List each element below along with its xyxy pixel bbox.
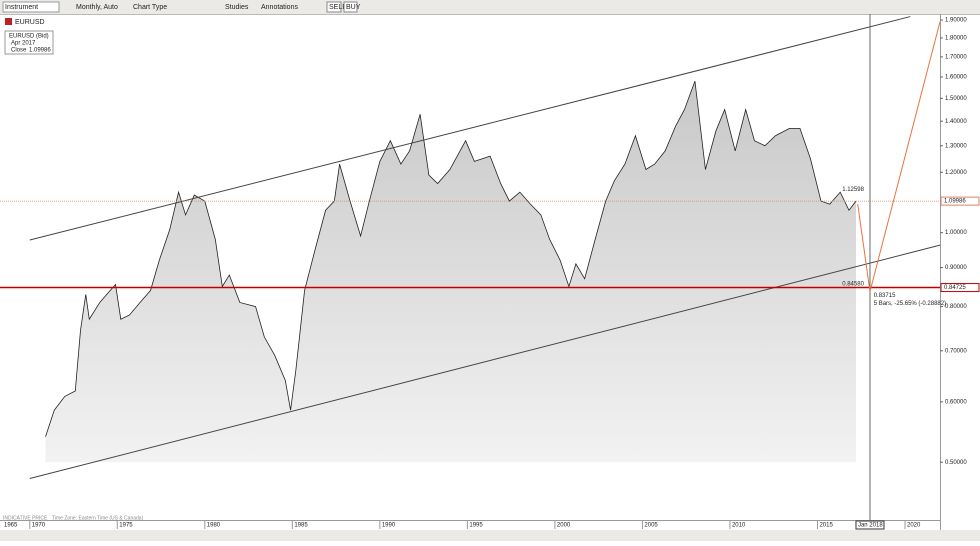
- x-tick-label: 2015: [819, 523, 833, 529]
- support-line-tag: 0.84725: [944, 285, 966, 291]
- channel-lower: [29, 244, 941, 480]
- x-tick-label: 2020: [907, 523, 921, 529]
- y-tick-label: 1.30000: [945, 143, 967, 149]
- info-box: EURUSD (Bid) Apr 2017 Close 1.09986: [4, 30, 54, 55]
- instrument-input[interactable]: [2, 1, 60, 13]
- area-fill: [45, 81, 856, 463]
- price-type: INDICATIVE PRICE: [3, 515, 48, 521]
- x-start-label: 1965: [4, 523, 18, 529]
- y-tick-label: 1.00000: [945, 230, 967, 236]
- toolbar: Instrument Monthly, Auto Chart Type Stud…: [0, 0, 980, 26]
- period-menu[interactable]: Monthly, Auto: [76, 4, 118, 11]
- annotation: 0.84580: [842, 282, 864, 288]
- chart-type-menu[interactable]: Chart Type: [133, 4, 167, 11]
- symbol-icon: [5, 18, 12, 25]
- y-axis-border: [940, 14, 941, 530]
- channel-upper: [29, 16, 911, 241]
- support-line-tag-bg: [940, 283, 980, 293]
- info-box-frame: [4, 30, 54, 55]
- x-tick-label: 2010: [732, 523, 746, 529]
- y-tick-label: 1.50000: [945, 96, 967, 102]
- info-close-label: Close: [11, 48, 27, 54]
- y-tick-label: 1.20000: [945, 170, 967, 176]
- annotation: 5 Bars, -25.65% (-0.28882): [874, 301, 946, 307]
- marker-tag-bg: [855, 520, 885, 530]
- info-date: Apr 2017: [11, 41, 36, 47]
- y-tick-label: 1.40000: [945, 119, 967, 125]
- symbol-tab[interactable]: EURUSD: [15, 19, 45, 26]
- x-tick-label: 2005: [644, 523, 658, 529]
- annotation: 1.12598: [842, 187, 864, 193]
- toolbar-bg: [0, 0, 980, 14]
- x-tick-label: 1980: [207, 523, 221, 529]
- instrument-placeholder: Instrument: [5, 4, 38, 11]
- y-tick-label: 0.50000: [945, 460, 967, 466]
- buy-label: BUY: [346, 4, 361, 11]
- y-tick-label: 0.70000: [945, 348, 967, 354]
- price-line: [45, 80, 857, 437]
- studies-menu[interactable]: Studies: [225, 4, 249, 11]
- x-tick-label: 2000: [557, 523, 571, 529]
- x-axis-border: [0, 520, 940, 521]
- x-tick-label: 1975: [119, 523, 133, 529]
- buy-button[interactable]: [343, 1, 358, 13]
- x-tick-label: 1985: [294, 523, 308, 529]
- x-tick-label: 1995: [469, 523, 483, 529]
- y-tick-label: 0.60000: [945, 399, 967, 405]
- annotation: 0.83715: [874, 293, 896, 299]
- time-zone: Time Zone: Eastern Time (US & Canada): [52, 515, 144, 521]
- x-tick-label: 1970: [32, 523, 46, 529]
- projection-line: [857, 21, 941, 292]
- y-tick-label: 1.90000: [945, 18, 967, 24]
- y-tick-label: 1.80000: [945, 36, 967, 42]
- footer-bg: [0, 530, 980, 541]
- sell-button[interactable]: [326, 1, 342, 13]
- info-title: EURUSD (Bid): [9, 34, 49, 40]
- sell-label: SELL: [329, 4, 346, 11]
- y-tick-label: 1.70000: [945, 54, 967, 60]
- info-close-value: 1.09986: [29, 48, 51, 54]
- close-line-tag-bg: [940, 196, 980, 206]
- annotations-menu[interactable]: Annotations: [261, 4, 298, 11]
- toolbar-border: [0, 14, 980, 15]
- y-tick-label: 0.90000: [945, 265, 967, 271]
- y-tick-label: 0.80000: [945, 304, 967, 310]
- close-line-tag: 1.09986: [944, 199, 966, 205]
- y-tick-label: 1.60000: [945, 75, 967, 81]
- x-tick-label: 1990: [382, 523, 396, 529]
- marker-tag: Jan 2018: [858, 523, 883, 529]
